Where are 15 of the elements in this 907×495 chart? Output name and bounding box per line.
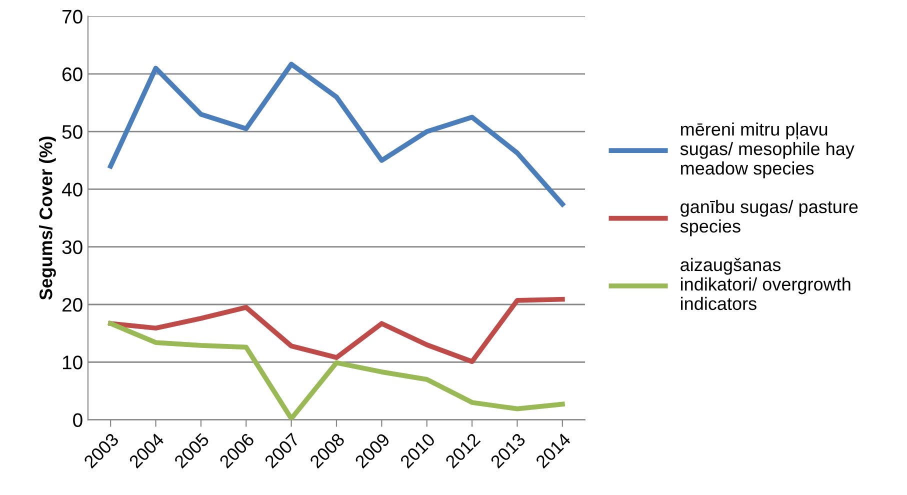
- y-tick-label: 70: [62, 10, 82, 24]
- y-tick-label: 0: [73, 413, 82, 427]
- line-series: [108, 321, 565, 420]
- y-axis-title: Segums/ Cover (%): [39, 136, 56, 300]
- legend-label: mēreni mitru pļavu sugas/ mesophile hay meadow species: [680, 122, 854, 178]
- y-tick-label: 60: [62, 67, 82, 82]
- line-series: [108, 62, 565, 207]
- line-series: [108, 296, 565, 364]
- legend-label: aizaugšanas indikatori/ overgrowth indicators: [680, 258, 850, 310]
- y-tick-label: 20: [62, 298, 82, 312]
- y-tick-label: 40: [62, 182, 82, 196]
- y-tick-label: 10: [62, 356, 82, 370]
- legend-label: ganību sugas/ pasture species: [680, 200, 858, 236]
- y-tick-label: 50: [62, 125, 82, 139]
- y-tick-label: 30: [62, 240, 82, 254]
